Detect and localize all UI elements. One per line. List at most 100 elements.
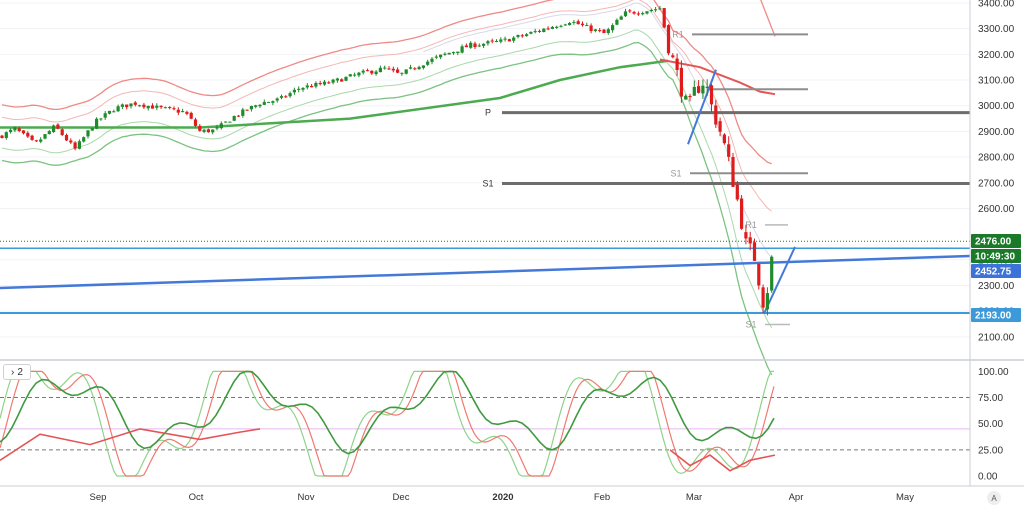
candle-body [47,131,51,135]
candle [666,24,671,56]
candle [701,79,705,99]
candle [73,141,77,151]
candle [529,31,533,35]
candle-body [370,70,374,74]
candle-body [103,113,107,118]
candle [361,69,365,75]
candle-body [331,79,335,83]
candle [172,106,176,111]
candle [26,131,30,139]
candle [9,128,13,134]
candle-body [580,23,585,26]
price-badge: 2476.00 [971,234,1021,248]
candle [13,126,17,133]
pivot-label: S1 [482,179,493,189]
candle-body [606,29,610,34]
candle [297,86,301,93]
candle-body [417,66,421,70]
candle-body [353,74,357,76]
candle-body [107,110,112,114]
price-tick-label: 2600.00 [978,204,1015,215]
candle-body [430,58,434,62]
candle-body [146,105,150,109]
candle-body [585,25,589,27]
candle-body [4,132,8,138]
candle-body [516,35,520,37]
candle [305,83,309,90]
candle-body [193,119,198,126]
candle-body [460,46,464,53]
candle-body [374,71,378,75]
candle [516,34,520,39]
candle-body [684,95,688,100]
candle-body [611,25,615,31]
candle-body [396,69,400,73]
price-badge-label: 2476.00 [975,237,1012,248]
candle [99,118,103,121]
candle-body [17,128,21,132]
candle-body [615,19,619,25]
candle-body [426,61,430,65]
candle [391,66,395,73]
candle [439,54,443,60]
candle [705,79,709,97]
price-tick-label: 3000.00 [978,101,1015,112]
candle [709,83,714,112]
candle-body [288,93,292,97]
price-badge-label: 2452.75 [975,267,1012,278]
candle-body [95,118,99,129]
candle-body [482,43,486,46]
candle [684,94,688,100]
candle-body [90,128,94,131]
candle [623,8,628,17]
candle [421,65,425,70]
candle [258,104,262,108]
candle-body [714,105,718,125]
candle-body [675,58,679,71]
candle-body [348,74,352,77]
candle-body [129,103,133,107]
oscillator-signal-tail [669,449,776,472]
price-tick-label: 2300.00 [978,281,1015,292]
candle [396,67,400,74]
candle-body [340,79,344,82]
candle [563,23,567,26]
auto-scale-button[interactable]: A [987,491,1001,505]
price-badge: 10:49:30 [971,249,1021,263]
pane-toggle-button[interactable]: › 2 [3,364,31,380]
candle [198,123,202,132]
candle [30,134,34,141]
candle [370,70,374,75]
candle [82,136,86,143]
candle-body [537,30,542,32]
trend-lines[interactable] [0,69,971,315]
oscillator-tick-label: 50.00 [978,419,1003,430]
candle [387,66,391,70]
candle [426,59,430,67]
time-tick-label: Dec [393,492,410,503]
candle [120,103,124,110]
candle-body [731,157,735,187]
candle-body [546,28,550,30]
candle-body [314,82,318,87]
candle-body [219,123,223,129]
rising-trendline [0,254,971,290]
candle-body [142,104,146,108]
pivot-label: R1 [745,220,757,230]
candle [692,80,696,96]
candle-body [327,82,331,84]
candle-body [748,237,752,244]
candle-body [447,52,451,55]
oscillator-gridlines [0,397,970,451]
candle [473,41,477,49]
candle [525,33,529,37]
candle-body [654,9,658,11]
candle-body [722,134,726,144]
candle [77,139,81,150]
candle-body [701,85,705,94]
pivot-label: P [485,108,491,118]
candle [202,129,206,134]
time-tick-label: May [896,492,914,503]
